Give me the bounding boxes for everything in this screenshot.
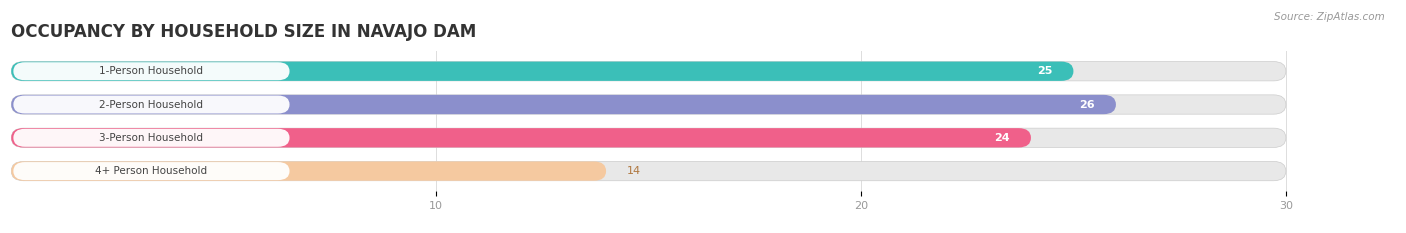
FancyBboxPatch shape (11, 62, 1286, 81)
FancyBboxPatch shape (11, 62, 1073, 81)
Text: 24: 24 (994, 133, 1010, 143)
Text: 25: 25 (1036, 66, 1052, 76)
FancyBboxPatch shape (14, 96, 290, 113)
FancyBboxPatch shape (14, 162, 290, 180)
Text: OCCUPANCY BY HOUSEHOLD SIZE IN NAVAJO DAM: OCCUPANCY BY HOUSEHOLD SIZE IN NAVAJO DA… (11, 23, 477, 41)
FancyBboxPatch shape (11, 95, 1286, 114)
FancyBboxPatch shape (11, 161, 1286, 181)
Text: 26: 26 (1078, 99, 1095, 110)
Text: 4+ Person Household: 4+ Person Household (96, 166, 208, 176)
FancyBboxPatch shape (14, 62, 290, 80)
Text: 3-Person Household: 3-Person Household (100, 133, 204, 143)
FancyBboxPatch shape (11, 128, 1286, 147)
Text: 1-Person Household: 1-Person Household (100, 66, 204, 76)
FancyBboxPatch shape (14, 129, 290, 147)
Text: 14: 14 (627, 166, 641, 176)
FancyBboxPatch shape (11, 128, 1031, 147)
FancyBboxPatch shape (11, 95, 1116, 114)
FancyBboxPatch shape (11, 161, 606, 181)
Text: 2-Person Household: 2-Person Household (100, 99, 204, 110)
Text: Source: ZipAtlas.com: Source: ZipAtlas.com (1274, 12, 1385, 22)
